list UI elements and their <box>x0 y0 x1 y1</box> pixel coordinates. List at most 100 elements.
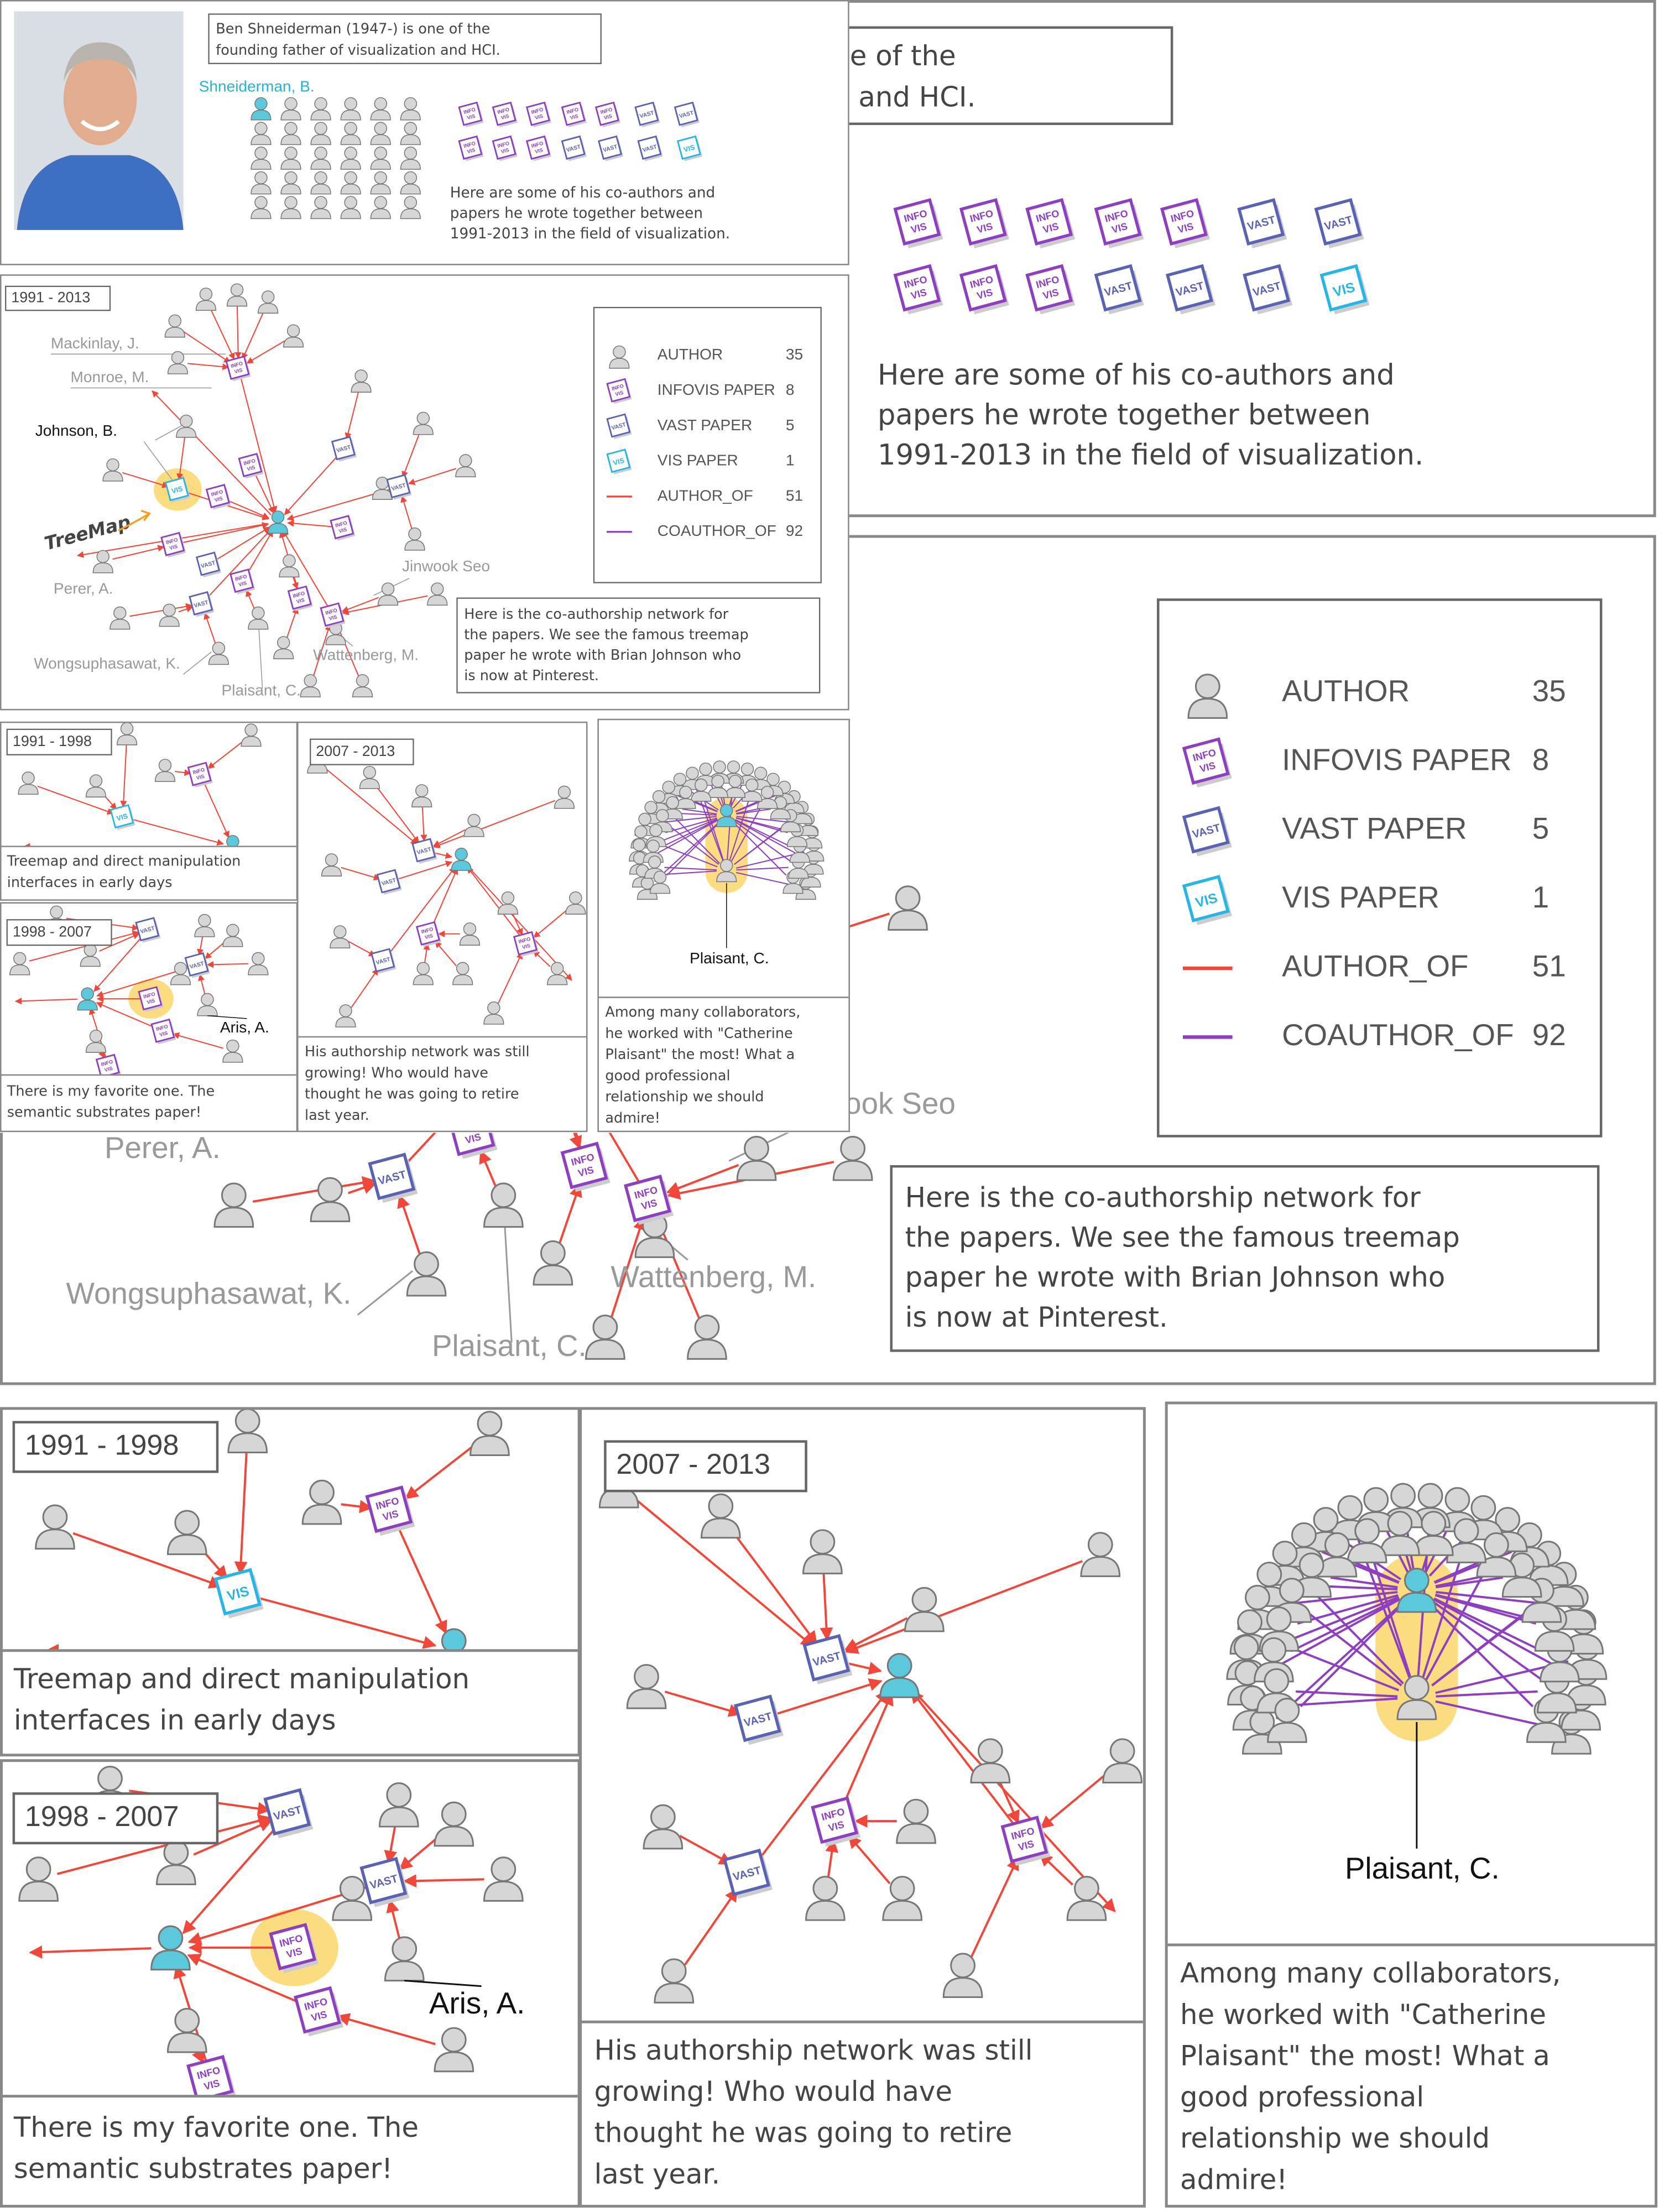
edge <box>1275 1602 1404 1720</box>
panel-caption: thought he was going to retire <box>594 2117 1012 2149</box>
author-head <box>754 766 768 780</box>
vast-paper-icon: VAST <box>359 1856 410 1907</box>
author-icon <box>736 1135 777 1181</box>
author-icon <box>18 771 39 795</box>
author-head <box>314 122 327 135</box>
edge <box>401 432 420 478</box>
author-body <box>176 427 197 438</box>
author-head <box>374 97 388 111</box>
edge <box>29 930 139 962</box>
legend-count: 51 <box>1532 948 1566 983</box>
author-head <box>1233 1635 1259 1660</box>
paper-body <box>1182 806 1230 854</box>
author-head <box>314 97 327 111</box>
paper-body <box>893 198 941 246</box>
author-body <box>400 109 421 121</box>
author-head <box>592 1314 618 1340</box>
vast-paper-icon: VAST <box>733 1694 784 1745</box>
edge <box>282 530 328 607</box>
legend-label: INFOVIS PAPER <box>1282 742 1511 776</box>
author-icon <box>35 1504 75 1550</box>
edge <box>1371 1558 1412 1679</box>
author-body <box>372 489 393 500</box>
edge <box>533 909 568 938</box>
author-body <box>164 327 185 338</box>
edge <box>208 529 272 597</box>
author-body <box>330 937 351 949</box>
author-body <box>335 1016 356 1027</box>
author-icon <box>1413 1511 1454 1556</box>
author-head <box>760 785 774 799</box>
paper-label: VIS <box>328 614 338 621</box>
author-body <box>251 134 272 145</box>
infovis-paper-icon: INFOVIS <box>205 484 231 510</box>
author-icon <box>273 636 294 660</box>
author-head <box>234 1408 260 1434</box>
author-icon <box>150 1925 191 1971</box>
panel-2007-2013: VAST VAST VAST INFOVIS INFOVIS 2007 - 2013 His… <box>579 1407 1146 2208</box>
author-body <box>1080 1556 1121 1577</box>
vast-paper-icon: VAST <box>1237 198 1287 249</box>
paper-body <box>225 355 250 380</box>
author-head <box>404 147 418 160</box>
paper-body <box>213 1568 262 1616</box>
edge <box>435 941 457 967</box>
author-head <box>171 351 185 364</box>
infovis-paper-icon: INFOVIS <box>492 135 518 161</box>
author-head <box>277 636 290 649</box>
author-icon <box>359 765 380 789</box>
author-head <box>404 122 418 135</box>
author-body <box>643 1828 684 1850</box>
paper-label: VIS <box>214 495 223 503</box>
author-body <box>377 594 399 606</box>
edge <box>198 974 206 995</box>
paper-body <box>525 135 550 160</box>
panel-network <box>1226 1483 1608 1849</box>
author-icon <box>197 993 218 1016</box>
edge <box>348 1181 377 1194</box>
paper-body <box>606 413 631 438</box>
overview-caption: Here is the co-authorship network for <box>464 606 728 623</box>
paper-body <box>525 101 550 126</box>
paper-body <box>320 602 345 627</box>
author-body <box>85 786 107 798</box>
photo-smile <box>80 119 120 132</box>
edge <box>970 1856 1019 1959</box>
edge <box>14 998 78 1005</box>
author-icon <box>413 411 434 435</box>
edge <box>325 768 418 845</box>
author-icon <box>18 1856 59 1902</box>
author-head <box>569 891 582 905</box>
author-head <box>254 196 268 209</box>
author-body <box>1380 1535 1420 1556</box>
infovis-paper-icon: INFOVIS <box>893 198 943 249</box>
author-head <box>1421 1511 1447 1536</box>
vast-paper-icon: VAST <box>1165 264 1215 315</box>
edge <box>182 331 231 363</box>
author-head <box>720 804 733 817</box>
author-label: Perer, A. <box>54 580 113 597</box>
author-head <box>662 780 675 794</box>
edge <box>665 817 717 833</box>
author-head <box>254 147 268 160</box>
panel-caption: last year. <box>305 1107 369 1124</box>
author-icon <box>626 1664 667 1709</box>
author-head <box>271 510 285 524</box>
author-head <box>903 1798 929 1824</box>
author-body <box>716 816 737 827</box>
edge <box>182 1827 277 1934</box>
author-head <box>404 171 418 185</box>
author-head <box>644 801 658 814</box>
edge <box>759 1689 889 1859</box>
author-icon <box>248 606 269 630</box>
author-body <box>222 1052 243 1063</box>
author-label: Plaisant, C. <box>432 1328 587 1363</box>
author-body <box>970 1762 1011 1783</box>
edge <box>1330 1576 1398 1589</box>
edge <box>694 800 718 812</box>
author-body <box>92 562 113 573</box>
legend-box <box>593 306 822 583</box>
author-icon <box>330 925 351 949</box>
